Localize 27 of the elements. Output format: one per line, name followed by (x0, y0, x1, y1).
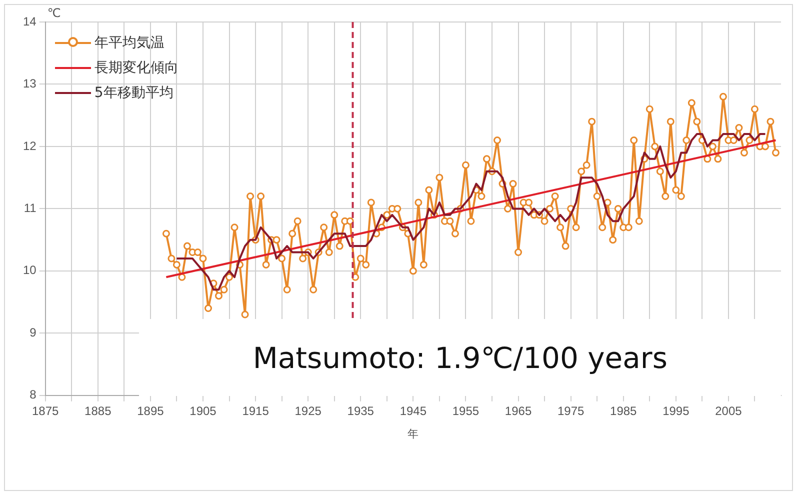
y-tick-label: 13 (22, 76, 37, 91)
y-tick-label: 14 (22, 14, 37, 28)
legend-label: 年平均気温 (94, 34, 164, 52)
x-tick-label: 1975 (557, 404, 584, 418)
x-tick-label: 1895 (137, 404, 164, 418)
x-axis-title: 年 (408, 428, 419, 440)
x-tick-label: 1965 (504, 404, 532, 418)
x-tick-label: 1995 (662, 404, 690, 418)
y-tick-label: 10 (22, 263, 37, 278)
x-tick-label: 1925 (294, 404, 322, 418)
x-tick-label: 1885 (84, 404, 112, 418)
x-tick-label: 1905 (190, 404, 217, 418)
y-tick-label: 9 (30, 325, 37, 340)
y-tick-label: 8 (30, 388, 37, 402)
x-tick-label: 1875 (32, 404, 60, 418)
x-tick-label: 1985 (610, 404, 638, 418)
x-tick-label: 2005 (715, 404, 742, 418)
y-tick-label: 12 (22, 138, 37, 153)
text-box: Matsumoto: 1.9℃/100 years (139, 319, 781, 396)
y-tick-label: 11 (24, 201, 37, 216)
x-tick-label: 1945 (400, 404, 427, 418)
x-tick-label: 1935 (347, 404, 374, 418)
x-tick-label: 1915 (242, 404, 270, 418)
y-axis-title: ℃ (47, 6, 61, 20)
x-tick-label: 1955 (452, 404, 480, 418)
legend-label: 5年移動平均 (94, 84, 174, 102)
legend-label: 長期変化傾向 (94, 58, 178, 76)
